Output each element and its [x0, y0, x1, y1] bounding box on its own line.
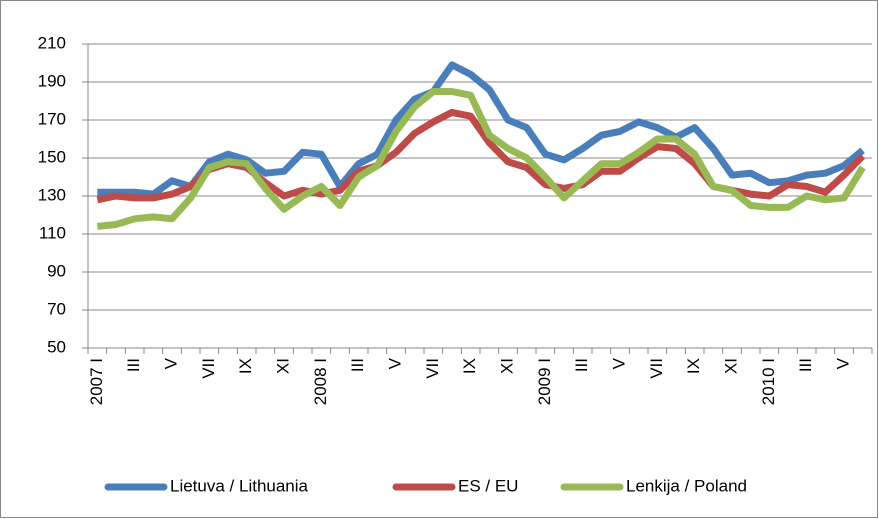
x-tick-label: VII: [647, 358, 666, 379]
series-line: [97, 61, 865, 198]
x-tick-label: IX: [460, 358, 479, 374]
y-tick-label: 210: [38, 33, 66, 52]
legend-label: ES / EU: [458, 476, 518, 495]
y-tick-label: 70: [47, 299, 66, 318]
x-tick-label: 2010 I: [759, 358, 778, 405]
x-tick-label: III: [572, 358, 591, 372]
x-tick-label: III: [124, 358, 143, 372]
x-tick-label: III: [796, 358, 815, 372]
y-tick-label: 110: [39, 223, 66, 242]
x-tick-label: V: [833, 357, 852, 369]
x-tick-label: 2008 I: [311, 358, 330, 405]
y-tick-label: 170: [38, 109, 66, 128]
x-tick-label: XI: [721, 358, 740, 374]
x-tick-label: III: [348, 358, 367, 372]
x-tick-label: V: [609, 357, 628, 369]
x-tick-label: IX: [236, 358, 255, 374]
x-tick-label: VII: [199, 358, 218, 379]
x-tick-label: XI: [497, 358, 516, 374]
y-tick-label: 50: [47, 337, 66, 356]
x-tick-label: 2007 I: [87, 358, 106, 405]
y-tick-label: 190: [38, 71, 66, 90]
x-tick-label: IX: [684, 358, 703, 374]
series-line: [96, 88, 866, 230]
y-tick-label: 150: [38, 147, 66, 166]
x-tick-label: 2009 I: [535, 358, 554, 405]
x-tick-label: XI: [273, 358, 292, 374]
y-tick-label: 130: [38, 185, 66, 204]
x-tick-label: V: [161, 357, 180, 369]
x-tick-label: VII: [423, 358, 442, 379]
legend-label: Lietuva / Lithuania: [170, 476, 309, 495]
x-tick-label: V: [385, 357, 404, 369]
y-tick-label: 90: [47, 261, 66, 280]
legend-label: Lenkija / Poland: [626, 476, 747, 495]
